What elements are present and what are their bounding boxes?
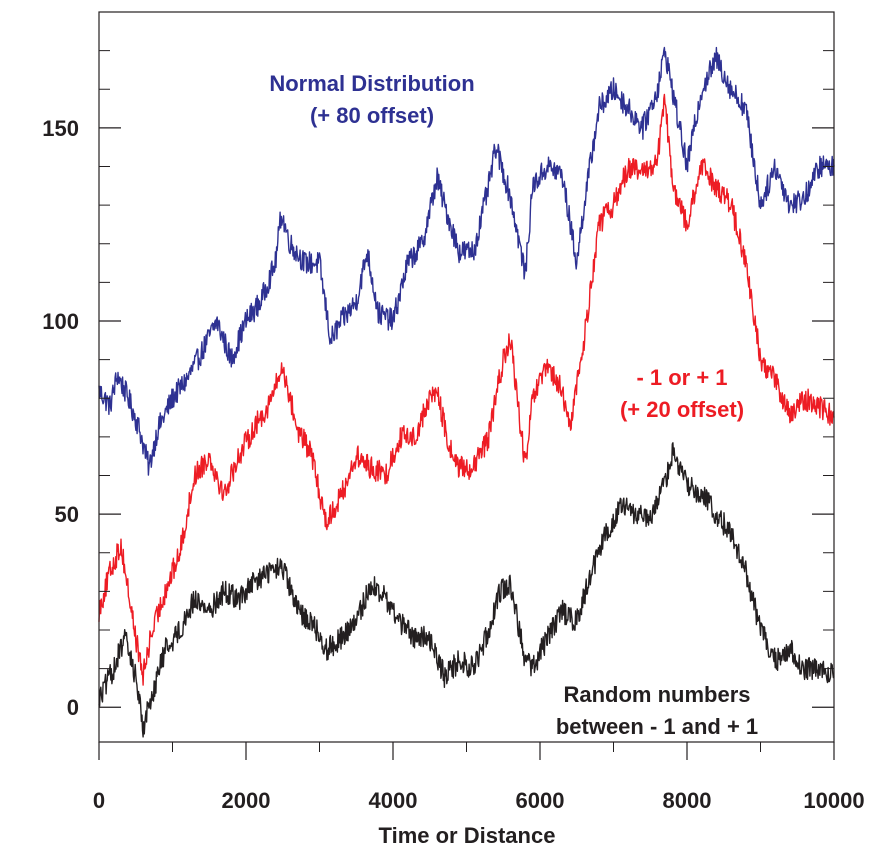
x-tick-label: 0 bbox=[93, 788, 105, 813]
annotation-1-line-1: (+ 20 offset) bbox=[620, 397, 744, 422]
x-tick-label: 2000 bbox=[222, 788, 271, 813]
annotation-2-line-1: between - 1 and + 1 bbox=[556, 714, 758, 739]
y-tick-label: 0 bbox=[67, 695, 79, 720]
annotation-0-line-1: (+ 80 offset) bbox=[310, 103, 434, 128]
series-line-2 bbox=[98, 442, 835, 738]
series-layer bbox=[98, 46, 835, 738]
series-line-1 bbox=[98, 93, 835, 686]
y-tick-label: 50 bbox=[55, 502, 79, 527]
series-line-0 bbox=[98, 46, 835, 476]
annotation-1-line-0: - 1 or + 1 bbox=[636, 365, 727, 390]
x-tick-label: 4000 bbox=[369, 788, 418, 813]
y-tick-label: 100 bbox=[42, 309, 79, 334]
x-tick-label: 10000 bbox=[803, 788, 864, 813]
x-axis-title: Time or Distance bbox=[379, 823, 556, 848]
annotation-2-line-0: Random numbers bbox=[563, 682, 750, 707]
x-tick-label: 6000 bbox=[516, 788, 565, 813]
axes-layer bbox=[98, 11, 835, 760]
x-tick-label: 8000 bbox=[663, 788, 712, 813]
annotation-0-line-0: Normal Distribution bbox=[269, 71, 474, 96]
labels-layer: 0 50 100 150 0 2000 4000 6000 8000 10000 Normal Di… bbox=[42, 71, 864, 813]
y-tick-label: 150 bbox=[42, 116, 79, 141]
